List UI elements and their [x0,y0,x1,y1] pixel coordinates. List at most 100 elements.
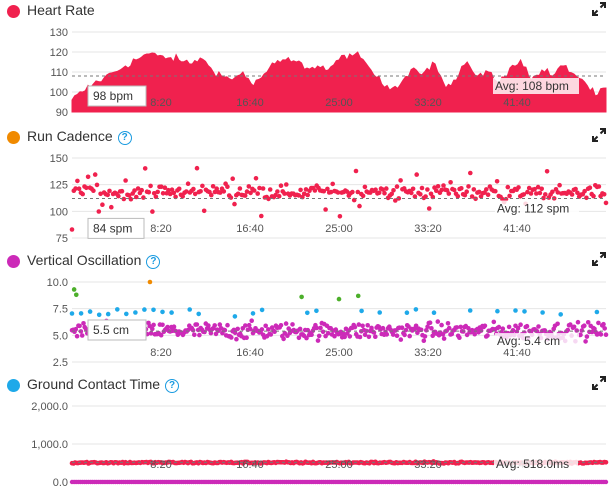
data-point [210,184,216,189]
heart-rate-area [71,51,607,113]
heart-rate-header: Heart Rate [0,0,616,22]
data-point [282,191,287,196]
data-point [160,309,165,315]
data-point [579,328,585,333]
data-point [232,330,238,336]
data-point [360,323,365,329]
data-point [603,200,609,206]
x-tick-label: 41:40 [503,347,531,359]
data-point [92,172,98,177]
data-point [134,194,139,200]
data-point [360,193,366,199]
data-point [373,187,378,192]
data-point [153,194,159,200]
data-point [251,188,257,193]
data-point [304,335,309,341]
help-icon[interactable]: ? [117,131,132,145]
data-point [228,195,234,200]
data-point [290,322,295,327]
data-point [206,323,211,328]
data-point [524,323,530,329]
data-point [115,307,120,312]
data-point [123,178,128,183]
run-cadence-chart: 150 125 100 75 8:20 16:40 25:00 33:20 41:40 Avg: … [50,153,609,244]
data-point [507,193,512,199]
expand-icon[interactable] [592,376,606,390]
y-tick-label: 110 [50,67,68,79]
data-point [225,184,230,189]
data-point [573,186,578,192]
data-point [73,292,79,298]
data-point [185,181,191,186]
data-point [139,187,144,193]
data-point [496,324,502,330]
data-point [263,323,269,329]
data-point [347,334,353,339]
data-point [147,279,153,285]
help-icon[interactable]: ? [146,255,161,269]
vertical-oscillation-panel: Vertical Oscillation? 10.0 7.5 5.0 2.5 8:20 1… [0,250,616,368]
data-point [155,189,160,195]
data-point [362,332,368,338]
ground-contact-time-chart: 2,000.01,000.00.08:2016:4025:0033:2041:4… [31,401,609,489]
data-point [471,187,477,192]
data-point [268,332,274,337]
x-tick-label: 25:00 [325,223,353,235]
data-point [412,194,418,199]
data-point [482,323,488,329]
data-point [303,187,309,192]
data-point [591,193,596,199]
y-tick-label: 5.0 [53,330,68,342]
expand-icon[interactable] [592,2,606,16]
data-point [555,190,561,195]
data-point [167,191,173,197]
data-point [323,207,328,212]
expand-icon[interactable] [592,252,606,266]
data-point [594,309,600,315]
average-label: Avg: 518.0ms [496,457,569,471]
data-point [550,189,555,195]
current-value-box [87,217,145,239]
x-tick-label: 41:40 [503,97,531,109]
data-point [441,336,447,341]
expand-icon[interactable] [592,128,606,142]
data-point [142,166,148,171]
data-point [575,190,580,196]
data-point [472,331,478,337]
data-point [301,191,307,197]
data-point [380,325,386,331]
x-tick-label: 33:20 [414,97,442,109]
data-point [73,326,79,332]
data-point [276,193,282,199]
help-icon[interactable]: ? [165,379,180,393]
data-point [394,184,400,189]
run-cadence-panel: Run Cadence? 150 125 100 75 8:20 16:40 25:00 33… [0,126,616,244]
run-cadence-header: Run Cadence? [0,126,616,148]
data-point [336,296,342,302]
data-point [596,184,602,189]
data-point [528,191,534,196]
data-point [516,185,521,190]
data-point [208,330,214,336]
data-point [217,322,223,327]
data-point [259,327,265,332]
data-point [209,192,214,198]
data-point [315,338,321,343]
data-point [515,325,521,331]
data-point [78,311,84,316]
data-point [98,191,103,197]
data-point [357,334,363,340]
data-point [184,189,189,194]
x-tick-label: 25:00 [325,97,353,109]
data-point [305,192,311,198]
data-point [506,324,512,330]
data-point [535,184,541,190]
data-point [525,189,530,195]
data-point [246,184,252,189]
data-point [352,324,358,330]
current-value-label: 5.5 cm [93,323,129,337]
data-point [404,310,410,315]
data-point [124,311,129,317]
data-point [466,184,471,189]
data-point [248,190,253,196]
